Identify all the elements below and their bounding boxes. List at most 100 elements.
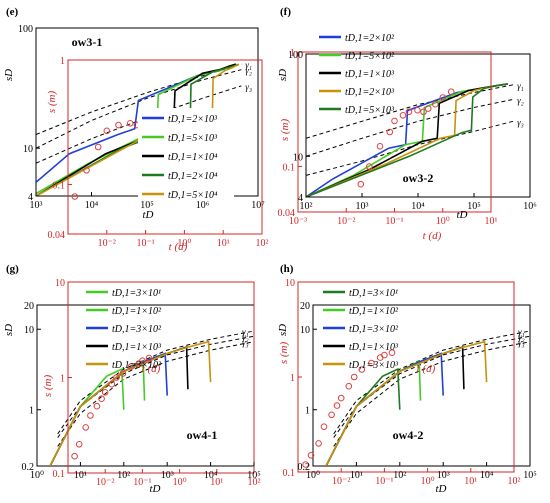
x-axis-title: tD: [436, 483, 447, 495]
observed-point: [71, 193, 79, 200]
sec-y-tick-label: 0.1: [53, 469, 66, 480]
legend-label: tD,1=5×10³: [168, 133, 218, 144]
y-axis-title: sD: [3, 69, 15, 81]
observed-point: [307, 452, 315, 459]
gamma-label: γ₁: [517, 81, 524, 91]
panel-g: [36, 281, 255, 474]
sec-y-axis-title: s (m): [46, 91, 58, 114]
x-axis-title: tD: [143, 209, 154, 221]
y-tick-label: 10: [293, 152, 303, 163]
sec-y-tick-label: 10: [285, 278, 295, 289]
series-line: [49, 340, 212, 466]
sec-x-tick-label: 10⁻²: [98, 238, 116, 249]
sec-x-axis-title: t (d): [423, 230, 442, 242]
observed-point: [388, 349, 396, 357]
panel-label: (f): [280, 6, 291, 18]
gamma-label: γ₃: [245, 82, 252, 92]
observed-point: [82, 424, 89, 431]
legend-label: tD,1=5×10³: [345, 105, 395, 116]
observed-point: [357, 180, 365, 188]
observed-point: [386, 128, 394, 136]
legend-label: tD,1=3×10²: [349, 324, 399, 335]
legend-label: tD,1=3×10²: [112, 324, 162, 335]
sec-x-axis-title: t (d): [417, 363, 436, 375]
legend-label: tD,1=5×10²: [345, 51, 395, 62]
sec-y-axis-title: s (m): [278, 342, 290, 365]
x-tick-label: 10⁰: [30, 470, 44, 481]
y-tick-label: 10: [300, 325, 310, 336]
sec-x-tick-label: 10¹: [217, 238, 230, 249]
gamma-label: γ₂: [242, 332, 249, 342]
sec-y-tick-label: 1: [290, 373, 295, 384]
observed-point: [399, 112, 407, 119]
x-tick-label: 10⁷: [251, 200, 265, 211]
sec-y-axis-title: s (m): [279, 119, 291, 142]
observed-point: [145, 354, 153, 362]
x-tick-label: 10⁶: [196, 200, 210, 211]
sec-y-tick-label: 0.1: [283, 468, 296, 479]
observed-point: [439, 94, 447, 101]
observed-point: [328, 411, 335, 419]
observed-point: [139, 357, 146, 365]
observed-point: [83, 167, 90, 174]
sec-x-tick-label: 10¹: [464, 476, 477, 487]
legend-label: tD,1=1×10³: [345, 69, 395, 80]
x-axis-title: tD: [150, 483, 161, 495]
sec-x-tick-label: 10⁻²: [337, 216, 355, 227]
y-axis-title: sD: [277, 324, 289, 336]
legend-label: tD,1=3×10³: [112, 360, 162, 371]
sec-x-tick-label: 10⁰: [436, 216, 450, 227]
observed-point: [103, 127, 111, 135]
panel-label: (g): [6, 263, 19, 275]
x-tick-label: 10³: [437, 470, 450, 481]
y-tick-label: 100: [18, 24, 33, 35]
x-tick-label: 10⁰: [306, 470, 320, 481]
legend-label: tD,1=2×10²: [345, 33, 395, 44]
observed-point: [115, 121, 122, 129]
observed-point: [420, 108, 427, 116]
y-tick-label: 10: [23, 144, 33, 155]
well-label: ow3-1: [72, 35, 103, 49]
sec-y-tick-label: 0.04: [278, 208, 296, 219]
x-tick-label: 10⁵: [140, 200, 154, 211]
sec-x-tick-label: 10²: [508, 476, 521, 487]
observed-point: [302, 461, 309, 468]
legend-label: tD,1=3×10¹: [349, 288, 398, 299]
panel-h: [297, 281, 531, 473]
observed-point: [320, 423, 328, 431]
sec-x-tick-label: 10⁻³: [289, 216, 307, 227]
y-axis-title: sD: [3, 324, 15, 336]
x-tick-label: 10⁴: [480, 470, 494, 481]
dashed-curve: [306, 84, 514, 139]
sec-y-tick-label: 1: [290, 48, 295, 59]
legend-label: tD,1=1×10³: [349, 342, 399, 353]
series-line: [306, 83, 508, 197]
dashed-curve: [333, 335, 530, 438]
observed-point: [414, 106, 421, 114]
legend-label: tD,1=2×10³: [168, 114, 218, 125]
observed-point: [126, 120, 134, 127]
observed-point: [350, 373, 358, 381]
observed-point: [358, 366, 366, 373]
y-tick-label: 20: [24, 301, 34, 312]
observed-point: [333, 402, 341, 409]
gamma-label: γ₁: [518, 327, 525, 337]
legend-label: tD,1=2×10⁴: [168, 171, 218, 182]
x-tick-label: 10⁴: [85, 200, 99, 211]
gamma-label: γ₃: [242, 338, 249, 348]
observed-point: [337, 394, 345, 402]
gamma-label: γ₂: [245, 66, 252, 76]
legend-label: tD,1=5×10⁴: [168, 190, 218, 201]
sec-x-axis-title: t (d): [169, 241, 188, 253]
x-tick-label: 10³: [30, 200, 43, 211]
sec-x-tick-label: 10⁻¹: [375, 476, 393, 487]
well-label: ow4-1: [187, 428, 218, 442]
y-tick-label: 20: [300, 301, 310, 312]
observed-point: [447, 88, 455, 95]
panel-e: [35, 27, 263, 235]
sec-x-tick-label: 10⁻¹: [133, 477, 151, 488]
sec-x-tick-label: 10¹: [485, 216, 498, 227]
gamma-label: γ₁: [245, 60, 252, 70]
sec-x-tick-label: 10²: [248, 477, 261, 488]
